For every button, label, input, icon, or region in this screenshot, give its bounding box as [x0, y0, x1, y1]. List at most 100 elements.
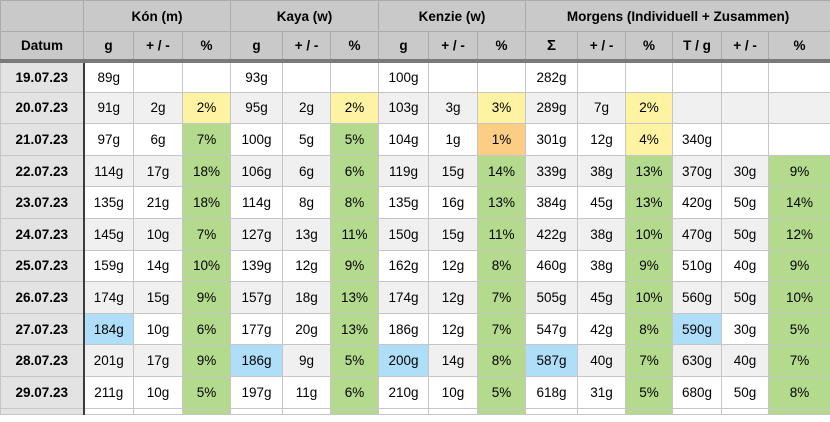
data-cell[interactable]: 119g [378, 154, 430, 188]
data-cell[interactable]: 31g [577, 375, 627, 409]
data-cell[interactable]: 10g [428, 375, 479, 409]
data-cell[interactable]: 40g [721, 249, 770, 283]
data-cell[interactable]: 12% [768, 217, 830, 251]
column-header-cell[interactable]: % [330, 31, 380, 63]
data-cell[interactable] [721, 60, 770, 93]
group-header-cell[interactable]: Kaya (w) [230, 0, 380, 32]
data-cell[interactable]: 91g [83, 91, 134, 125]
data-cell[interactable] [625, 60, 674, 93]
data-cell[interactable]: 6% [330, 375, 380, 409]
data-cell[interactable]: 547g [525, 312, 579, 346]
data-cell[interactable]: 13% [477, 186, 527, 219]
data-cell[interactable]: 210g [378, 375, 430, 409]
column-header-cell[interactable]: Σ [525, 31, 579, 63]
data-cell[interactable]: 16g [428, 186, 479, 219]
data-cell[interactable]: 4% [625, 123, 674, 156]
data-cell[interactable]: 11% [330, 217, 380, 251]
data-cell[interactable]: 11g [282, 375, 332, 409]
data-cell[interactable]: 1% [477, 123, 527, 156]
data-cell[interactable]: 38g [577, 217, 627, 251]
column-header-cell[interactable]: g [230, 31, 284, 63]
data-cell[interactable]: 10g [133, 312, 183, 346]
data-cell[interactable]: 680g [672, 375, 723, 409]
date-cell[interactable]: 26.07.23 [0, 281, 85, 314]
data-cell[interactable]: 9% [181, 281, 232, 314]
data-cell[interactable]: 30g [721, 154, 770, 188]
data-cell[interactable]: 114g [83, 154, 134, 188]
data-cell[interactable]: 18% [181, 186, 232, 219]
date-cell[interactable]: 25.07.23 [0, 249, 85, 283]
data-cell[interactable]: 8g [282, 186, 332, 219]
data-cell[interactable]: 50g [721, 281, 770, 314]
data-cell[interactable]: 10% [768, 281, 830, 314]
data-cell[interactable]: 200g [378, 344, 430, 377]
data-cell[interactable]: 50g [721, 375, 770, 409]
column-header-cell[interactable]: % [181, 31, 232, 63]
data-cell[interactable]: 9% [625, 249, 674, 283]
data-cell[interactable]: 5% [330, 123, 380, 156]
data-cell[interactable]: 5% [768, 312, 830, 346]
data-cell[interactable]: 2% [330, 91, 380, 125]
data-cell[interactable]: 5% [330, 344, 380, 377]
data-cell[interactable]: 157g [230, 281, 284, 314]
data-cell[interactable]: 2% [181, 91, 232, 125]
data-cell[interactable]: 174g [83, 281, 134, 314]
data-cell[interactable]: 186g [378, 312, 430, 346]
data-cell[interactable]: 9% [181, 344, 232, 377]
data-cell[interactable] [181, 407, 232, 415]
date-cell[interactable]: 20.07.23 [0, 91, 85, 125]
data-cell[interactable]: 422g [525, 217, 579, 251]
data-cell[interactable]: 103g [378, 91, 430, 125]
column-header-cell[interactable]: g [83, 31, 134, 63]
data-cell[interactable]: 505g [525, 281, 579, 314]
data-cell[interactable]: 339g [525, 154, 579, 188]
data-cell[interactable]: 3g [428, 91, 479, 125]
data-cell[interactable] [721, 123, 770, 156]
data-cell[interactable] [378, 407, 430, 415]
data-cell[interactable]: 20g [282, 312, 332, 346]
data-cell[interactable] [133, 60, 183, 93]
data-cell[interactable]: 8% [330, 186, 380, 219]
data-cell[interactable]: 38g [577, 154, 627, 188]
data-cell[interactable]: 89g [83, 60, 134, 93]
data-cell[interactable]: 5g [282, 123, 332, 156]
data-cell[interactable]: 104g [378, 123, 430, 156]
data-cell[interactable]: 11% [477, 217, 527, 251]
data-cell[interactable]: 40g [577, 344, 627, 377]
data-cell[interactable] [230, 407, 284, 415]
data-cell[interactable]: 12g [428, 281, 479, 314]
data-cell[interactable]: 7% [181, 217, 232, 251]
data-cell[interactable] [428, 407, 479, 415]
data-cell[interactable]: 45g [577, 281, 627, 314]
data-cell[interactable]: 12g [577, 123, 627, 156]
date-cell[interactable] [0, 407, 85, 415]
data-cell[interactable]: 7% [768, 344, 830, 377]
data-cell[interactable]: 18g [282, 281, 332, 314]
data-cell[interactable]: 8% [625, 312, 674, 346]
data-cell[interactable]: 510g [672, 249, 723, 283]
data-cell[interactable]: 9% [768, 154, 830, 188]
data-cell[interactable]: 17g [133, 154, 183, 188]
data-cell[interactable]: 2g [282, 91, 332, 125]
data-cell[interactable]: 211g [83, 375, 134, 409]
corner-header-cell[interactable] [0, 0, 84, 32]
date-cell[interactable]: 28.07.23 [0, 344, 85, 377]
data-cell[interactable]: 15g [428, 217, 479, 251]
data-cell[interactable]: 289g [525, 91, 579, 125]
data-cell[interactable]: 197g [230, 375, 284, 409]
data-cell[interactable] [577, 60, 627, 93]
data-cell[interactable]: 2% [625, 91, 674, 125]
data-cell[interactable]: 10% [181, 249, 232, 283]
data-cell[interactable]: 135g [83, 186, 134, 219]
data-cell[interactable]: 9g [282, 344, 332, 377]
data-cell[interactable]: 95g [230, 91, 284, 125]
data-cell[interactable] [768, 91, 830, 125]
data-cell[interactable] [181, 60, 232, 93]
data-cell[interactable]: 587g [525, 344, 579, 377]
data-cell[interactable]: 14g [133, 249, 183, 283]
column-header-cell[interactable]: + / - [282, 31, 332, 63]
data-cell[interactable]: 42g [577, 312, 627, 346]
data-cell[interactable]: 6% [181, 312, 232, 346]
data-cell[interactable] [768, 60, 830, 93]
data-cell[interactable]: 7g [577, 91, 627, 125]
